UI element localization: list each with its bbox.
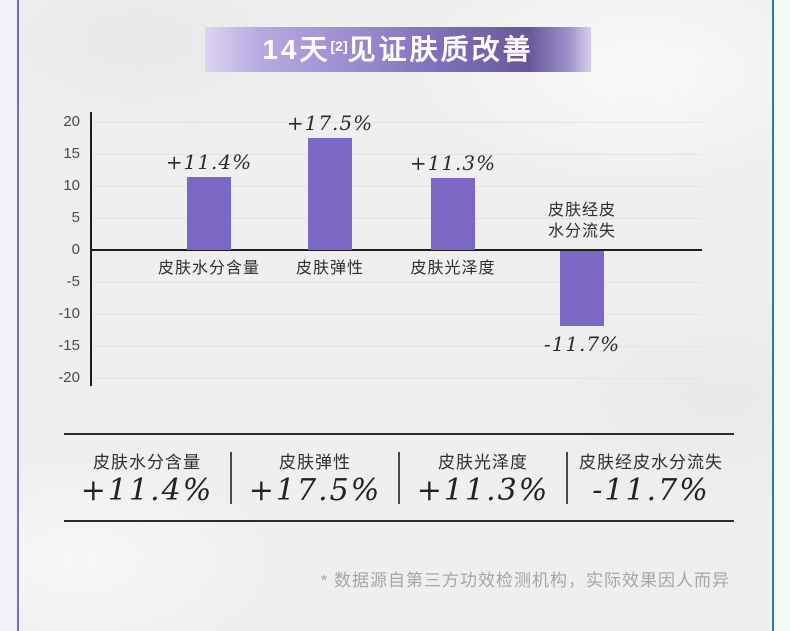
summary-divider	[230, 451, 232, 504]
summary-table: 皮肤水分含量 +11.4% 皮肤弹性 +17.5% 皮肤光泽度 +11.3% 皮肤经皮水分流…	[64, 433, 734, 522]
gridline	[90, 314, 702, 315]
bar-category-label: 皮肤水分含量	[157, 260, 260, 277]
summary-divider	[398, 451, 400, 504]
y-axis-tick-label: -10	[58, 305, 80, 322]
footnote-disclaimer: * 数据源自第三方功效检测机构，实际效果因人而异	[320, 571, 730, 590]
y-axis-tick-label: 20	[63, 113, 80, 130]
gridline	[90, 122, 702, 123]
summary-column: 皮肤经皮水分流失 -11.7%	[568, 448, 734, 507]
bar-value-label: +11.3%	[409, 150, 497, 175]
summary-column: 皮肤水分含量 +11.4%	[64, 448, 230, 507]
page-title: 14天[2]见证肤质改善	[262, 33, 534, 65]
bar-value-label: -11.7%	[543, 331, 621, 356]
bar-皮肤经皮水分流失	[560, 251, 604, 326]
bar-皮肤水分含量	[187, 177, 231, 250]
left-edge-accent-line	[17, 0, 19, 631]
summary-metric-value: +17.5%	[248, 473, 382, 508]
gridline	[90, 378, 702, 379]
y-axis-tick-label: 5	[71, 209, 80, 226]
title-superscript: [2]	[330, 37, 348, 54]
gridline	[90, 346, 702, 347]
bar-皮肤弹性	[308, 138, 352, 250]
summary-metric-value: +11.3%	[416, 473, 550, 508]
y-axis-tick-label: -15	[58, 337, 80, 354]
y-axis-tick-label: 0	[71, 241, 80, 258]
bar-category-label: 皮肤经皮 水分流失	[547, 202, 616, 240]
summary-metric-label: 皮肤弹性	[279, 453, 351, 472]
bar-皮肤光泽度	[431, 177, 475, 250]
bar-category-label: 皮肤光泽度	[410, 260, 496, 277]
left-edge-strip	[0, 0, 17, 631]
summary-metric-label: 皮肤水分含量	[93, 453, 201, 472]
y-axis-tick-label: -5	[66, 273, 80, 290]
y-axis-tick-label: 15	[63, 145, 80, 162]
bar-value-label: +17.5%	[286, 111, 374, 135]
right-edge-strip	[774, 0, 790, 631]
right-edge-accent-line	[772, 0, 774, 631]
summary-divider	[566, 451, 568, 504]
summary-metric-label: 皮肤经皮水分流失	[579, 453, 723, 472]
gridline	[90, 282, 702, 283]
bar-category-label: 皮肤弹性	[295, 260, 364, 277]
title-banner: 14天[2]见证肤质改善	[205, 27, 591, 72]
bar-value-label: +11.4%	[165, 150, 253, 175]
x-axis-line	[90, 249, 702, 251]
summary-metric-value: -11.7%	[592, 473, 710, 508]
gridline	[90, 186, 702, 187]
summary-column: 皮肤光泽度 +11.3%	[400, 448, 566, 507]
y-axis-tick-label: 10	[63, 177, 80, 194]
summary-metric-value: +11.4%	[80, 473, 214, 508]
summary-column: 皮肤弹性 +17.5%	[232, 448, 398, 507]
gridline	[90, 154, 702, 155]
y-axis-tick-label: -20	[58, 369, 80, 386]
gridline	[90, 218, 702, 219]
summary-metric-label: 皮肤光泽度	[438, 453, 528, 472]
